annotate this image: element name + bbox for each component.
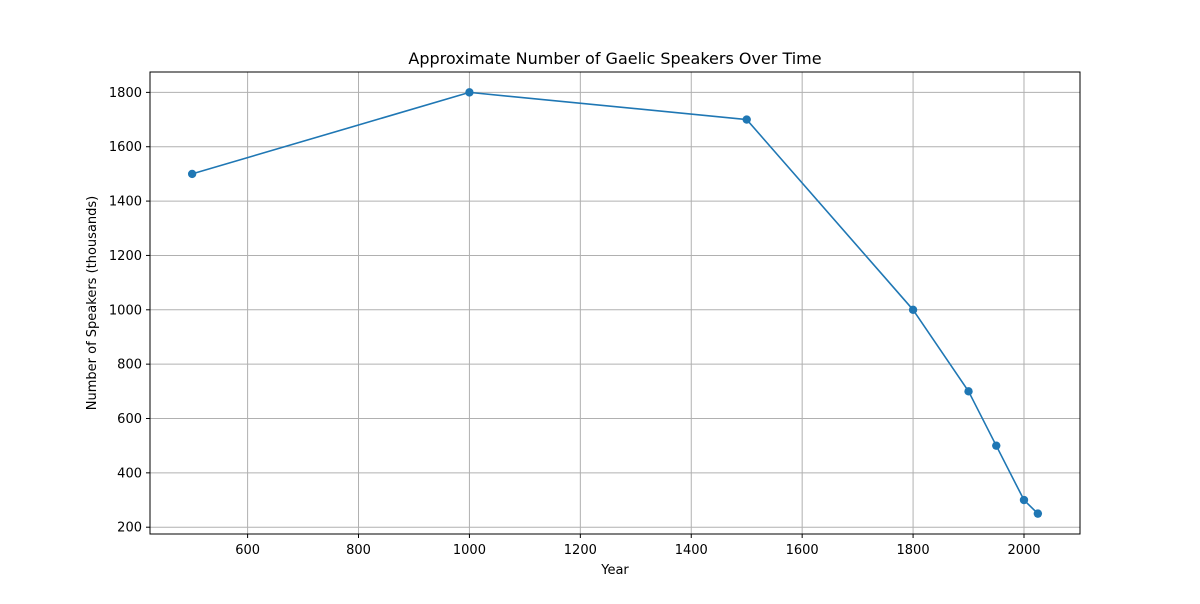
- data-point: [1033, 509, 1043, 518]
- series-line: [191, 91, 1039, 515]
- data-point: [992, 441, 1001, 450]
- series-layer: [187, 88, 1043, 518]
- y-tick-label: 600: [117, 412, 142, 427]
- y-tick-label: 200: [117, 521, 142, 536]
- y-axis-ticks: 200 400 600 800 1000 1200 1400 1600 1800: [109, 86, 150, 536]
- chart-title: Approximate Number of Gaelic Speakers Ov…: [408, 49, 821, 68]
- x-tick-label: 2000: [1007, 543, 1040, 558]
- plot-area-frame: [149, 71, 1081, 535]
- x-tick-label: 1600: [786, 543, 819, 558]
- x-axis-ticks: 600 800 1000 1200 1400 1600 1800 2000: [235, 534, 1041, 558]
- y-tick-label: 1600: [109, 140, 142, 155]
- x-tick-label: 1000: [453, 543, 486, 558]
- x-tick-label: 600: [235, 543, 260, 558]
- y-tick-label: 1200: [109, 249, 142, 264]
- y-tick-label: 1800: [109, 86, 142, 101]
- data-point: [964, 387, 973, 396]
- y-tick-label: 1400: [109, 195, 142, 210]
- data-point: [908, 305, 918, 314]
- data-point: [187, 169, 197, 179]
- y-tick-label: 800: [117, 358, 142, 373]
- data-point: [1019, 495, 1029, 505]
- x-tick-label: 1200: [564, 543, 597, 558]
- y-axis-label: Number of Speakers (thousands): [85, 196, 100, 410]
- data-point: [465, 88, 474, 97]
- grid: [150, 72, 1080, 534]
- x-axis-label: Year: [600, 563, 629, 578]
- x-tick-label: 800: [346, 543, 371, 558]
- x-tick-label: 1800: [897, 543, 930, 558]
- data-point: [742, 115, 751, 124]
- x-tick-label: 1400: [675, 543, 708, 558]
- y-tick-label: 1000: [109, 303, 142, 318]
- y-tick-label: 400: [117, 466, 142, 481]
